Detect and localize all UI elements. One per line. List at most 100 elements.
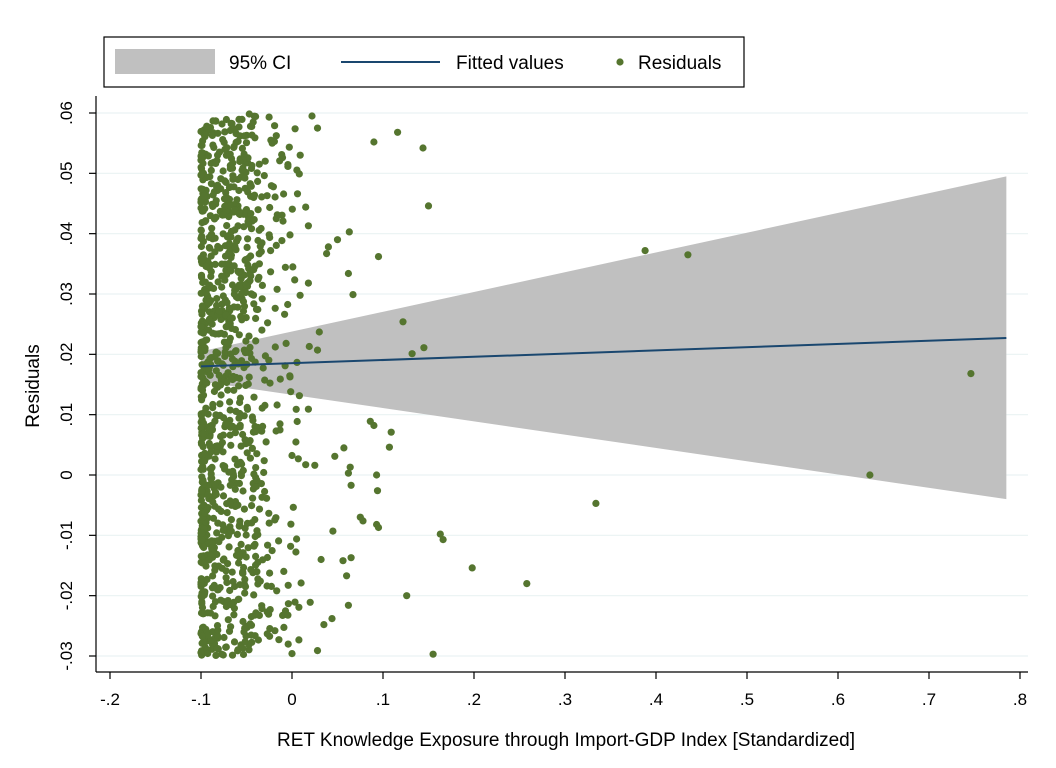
residual-point xyxy=(293,190,302,198)
residual-point xyxy=(291,125,299,133)
residual-point xyxy=(258,193,266,201)
residual-point xyxy=(250,191,259,199)
residual-point xyxy=(218,439,226,447)
residual-point xyxy=(266,203,274,212)
residual-point xyxy=(197,440,206,448)
residual-point xyxy=(233,461,241,469)
residual-point xyxy=(225,627,234,635)
residual-point xyxy=(436,530,444,538)
residual-point xyxy=(241,348,249,356)
residual-point xyxy=(252,474,260,482)
residual-point xyxy=(278,151,286,159)
residual-point xyxy=(208,474,216,482)
residual-point xyxy=(230,472,238,481)
residual-point xyxy=(292,405,300,413)
residual-point xyxy=(228,568,236,576)
residual-point xyxy=(684,251,692,259)
residual-point xyxy=(206,371,214,379)
residual-point xyxy=(199,419,208,427)
residual-point xyxy=(202,288,210,296)
residual-point xyxy=(305,342,313,351)
residual-point xyxy=(258,427,266,435)
residual-point xyxy=(291,598,299,606)
residual-point xyxy=(208,131,216,139)
residual-point xyxy=(308,112,316,120)
residual-point xyxy=(225,304,233,312)
residual-point xyxy=(239,650,248,659)
residual-point xyxy=(271,304,279,312)
residual-point xyxy=(254,305,262,314)
residual-point xyxy=(250,393,258,401)
residual-point xyxy=(343,572,351,580)
residual-point xyxy=(374,253,383,261)
residual-point xyxy=(197,592,205,601)
residual-point xyxy=(272,241,280,249)
residual-point xyxy=(204,491,212,499)
residual-point xyxy=(239,617,247,626)
residual-point xyxy=(284,162,292,170)
residual-point xyxy=(349,291,357,299)
residual-point xyxy=(315,328,323,336)
residual-point xyxy=(275,636,283,644)
residual-point xyxy=(197,575,205,583)
residual-point xyxy=(221,465,229,473)
residual-point xyxy=(222,643,230,651)
residual-point xyxy=(261,352,269,360)
residual-point xyxy=(229,578,237,586)
residual-point xyxy=(199,207,207,215)
residual-point xyxy=(866,471,874,479)
residual-point xyxy=(209,141,217,149)
fitted-line-group xyxy=(200,337,1007,368)
residual-point xyxy=(209,514,218,522)
residual-point xyxy=(228,281,237,289)
residual-point xyxy=(206,355,214,363)
residual-point xyxy=(288,451,296,460)
residual-point xyxy=(207,252,215,260)
residual-point xyxy=(210,387,218,396)
x-tick-label: .4 xyxy=(649,690,663,709)
residual-point xyxy=(263,608,271,616)
residual-point xyxy=(284,640,292,648)
residual-point xyxy=(313,647,322,655)
residual-point xyxy=(304,405,312,413)
residual-point xyxy=(253,450,261,458)
residual-point xyxy=(208,544,216,552)
residual-point xyxy=(217,329,225,337)
residual-point xyxy=(226,481,234,489)
residual-point xyxy=(226,406,234,414)
residual-point xyxy=(234,234,242,242)
residual-point xyxy=(287,542,295,550)
residual-point xyxy=(212,490,220,499)
residual-point xyxy=(235,210,243,218)
residual-point xyxy=(329,527,337,535)
residual-point xyxy=(265,509,273,517)
residual-point xyxy=(204,152,212,160)
residual-point xyxy=(214,278,222,286)
residual-point xyxy=(242,437,250,445)
residual-point xyxy=(198,529,206,537)
residual-point xyxy=(252,314,260,322)
residual-point xyxy=(289,263,297,271)
residual-point xyxy=(236,517,244,525)
residual-point xyxy=(267,268,275,276)
residual-point xyxy=(420,344,428,352)
residual-point xyxy=(259,364,267,372)
residual-point xyxy=(253,527,261,535)
y-tick-label: .04 xyxy=(57,222,76,246)
y-tick-label: 0 xyxy=(57,470,76,479)
residual-point xyxy=(281,310,289,318)
residual-point xyxy=(216,381,225,389)
residual-point xyxy=(207,230,216,238)
residual-point xyxy=(424,202,433,210)
residual-point xyxy=(209,202,217,211)
residual-point xyxy=(227,155,236,163)
residual-point xyxy=(297,579,305,587)
residual-point xyxy=(241,174,249,182)
residual-point xyxy=(248,519,256,527)
residual-point xyxy=(339,557,347,565)
residual-point xyxy=(220,633,228,642)
residual-point xyxy=(238,166,246,174)
residual-point xyxy=(216,400,224,408)
residual-point xyxy=(264,541,272,549)
residual-point xyxy=(226,126,234,135)
